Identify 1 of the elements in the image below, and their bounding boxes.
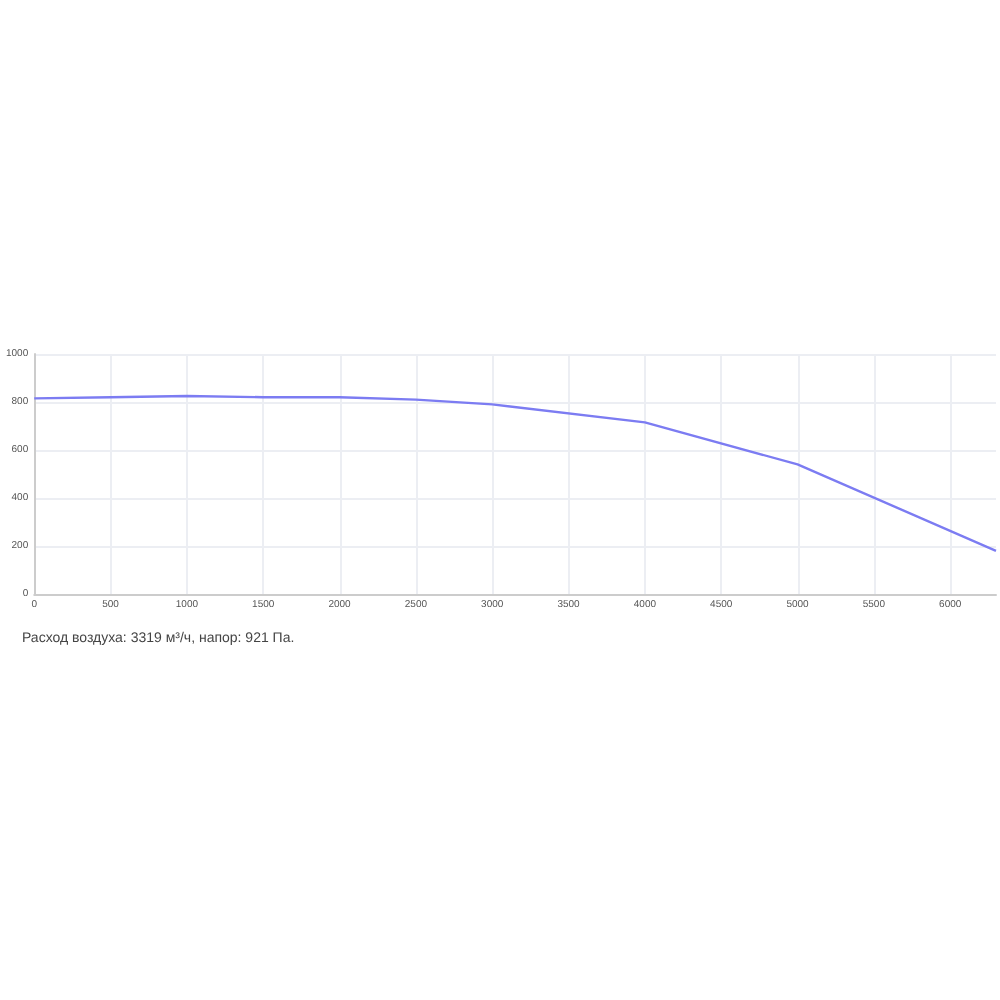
- line-series: [33, 394, 998, 552]
